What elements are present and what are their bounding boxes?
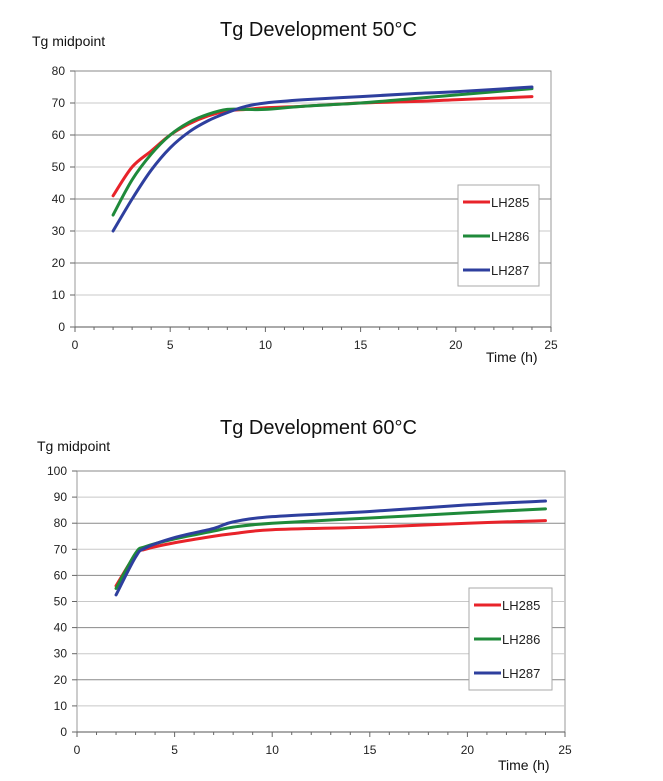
x-tick-label: 25 [558, 743, 572, 757]
y-tick-label: 100 [47, 464, 67, 478]
y-tick-label: 50 [52, 160, 66, 174]
y-tick-label: 70 [52, 96, 66, 110]
y-tick-label: 80 [52, 64, 66, 78]
legend-label-lh287: LH287 [491, 263, 529, 278]
chart-50c: Tg Development 50°C Tg midpoint Time (h)… [32, 19, 558, 365]
legend: LH285 LH286 LH287 [457, 184, 540, 287]
legend: LH285 LH286 LH287 [468, 587, 553, 691]
y-tick-label: 30 [54, 647, 68, 661]
legend-label-lh287: LH287 [502, 666, 540, 681]
chart-title: Tg Development 50°C [220, 19, 417, 41]
legend-label-lh285: LH285 [491, 195, 529, 210]
chart-title: Tg Development 60°C [220, 417, 417, 439]
x-tick-label: 25 [544, 338, 558, 352]
x-axis-label: Time (h) [486, 349, 538, 365]
legend-label-lh286: LH286 [502, 632, 540, 647]
y-tick-label: 30 [52, 224, 66, 238]
y-tick-label: 20 [54, 673, 68, 687]
legend-label-lh285: LH285 [502, 598, 540, 613]
x-tick-label: 20 [449, 338, 463, 352]
x-tick-label: 15 [363, 743, 377, 757]
y-tick-label: 20 [52, 256, 66, 270]
x-tick-label: 5 [171, 743, 178, 757]
y-tick-label: 0 [60, 725, 67, 739]
series-line-lh287 [111, 85, 534, 233]
y-tick-label: 40 [52, 192, 66, 206]
y-tick-label: 70 [54, 542, 68, 556]
y-axis-label: Tg midpoint [32, 33, 105, 49]
chart-60c: Tg Development 60°C Tg midpoint Time (h)… [37, 417, 572, 773]
series-line-lh286 [114, 507, 547, 590]
x-tick-label: 5 [167, 338, 174, 352]
y-tick-label: 40 [54, 621, 68, 635]
y-tick-label: 60 [52, 128, 66, 142]
x-tick-label: 0 [74, 743, 81, 757]
legend-label-lh286: LH286 [491, 229, 529, 244]
y-tick-label: 90 [54, 490, 68, 504]
y-tick-label: 80 [54, 516, 68, 530]
x-tick-label: 20 [461, 743, 475, 757]
series-line-lh287 [114, 499, 547, 597]
x-tick-label: 15 [354, 338, 368, 352]
x-axis-label: Time (h) [498, 757, 550, 773]
x-tick-label: 10 [259, 338, 273, 352]
x-tick-label: 10 [266, 743, 280, 757]
x-tick-label: 0 [72, 338, 79, 352]
y-tick-label: 0 [58, 320, 65, 334]
y-tick-label: 50 [54, 595, 68, 609]
y-tick-label: 10 [52, 288, 66, 302]
y-axis-label: Tg midpoint [37, 438, 110, 454]
y-tick-label: 60 [54, 568, 68, 582]
y-tick-label: 10 [54, 699, 68, 713]
